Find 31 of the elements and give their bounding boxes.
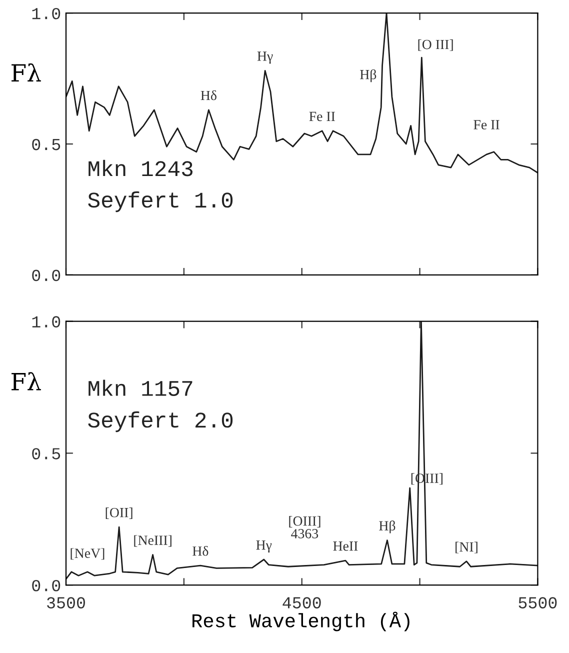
annotation: Seyfert 1.0 xyxy=(88,191,233,212)
annotation: Hδ xyxy=(200,90,216,100)
annotation: Fe II xyxy=(474,120,500,130)
annotation: Hβ xyxy=(360,69,376,82)
x-axis-title: Rest Wavelength (Å) xyxy=(192,612,410,632)
annotation: [NeV] xyxy=(70,548,104,560)
y-tick-label: 0.0 xyxy=(32,580,60,592)
y-tick-label: 0.5 xyxy=(32,138,60,150)
annotation: [OIII] 4363 xyxy=(289,516,320,538)
annotation: HeII xyxy=(333,542,358,551)
y-tick-label: 1.0 xyxy=(32,8,60,20)
y-tick-label: 0.0 xyxy=(32,270,60,282)
annotation: [O III] xyxy=(418,39,453,51)
annotation: Hγ xyxy=(257,52,273,64)
annotation: Hβ xyxy=(379,520,396,534)
annotation: [NI] xyxy=(456,542,478,554)
annotation: Seyfert 2.0 xyxy=(88,411,233,432)
y-axis-title: Fλ xyxy=(12,372,41,390)
annotation: [OII] xyxy=(106,508,132,520)
annotation: Fe II xyxy=(309,112,335,122)
annotation: Hδ xyxy=(192,546,208,556)
x-tick-label: 5500 xyxy=(518,597,557,608)
annotation: [NeIII] xyxy=(134,535,172,547)
y-tick-label: 1.0 xyxy=(32,316,60,328)
annotation: Mkn 1157 xyxy=(88,380,192,396)
annotation: Mkn 1243 xyxy=(88,160,193,176)
y-tick-label: 0.5 xyxy=(32,448,60,460)
annotation: Hγ xyxy=(256,540,272,553)
x-tick-label: 3500 xyxy=(47,597,85,608)
y-axis-title: Fλ xyxy=(12,63,41,82)
x-tick-label: 4500 xyxy=(282,597,321,608)
